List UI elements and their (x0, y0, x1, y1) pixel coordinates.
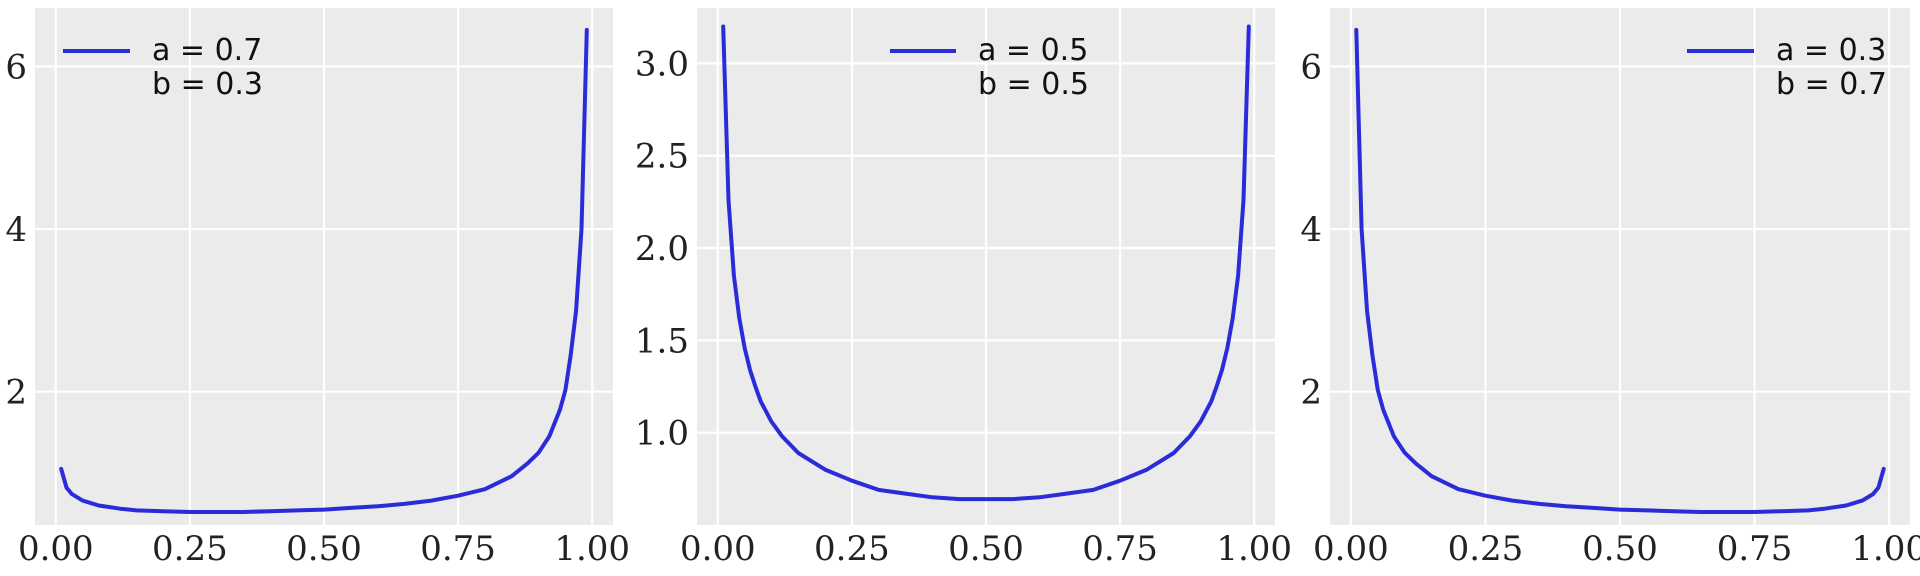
x-tick-label: 1.00 (554, 529, 630, 569)
x-tick-label: 0.25 (814, 529, 890, 569)
y-tick-label: 1.5 (635, 321, 689, 361)
x-tick-label: 0.75 (420, 529, 496, 569)
x-tick-label: 0.00 (680, 529, 756, 569)
legend-label: b = 0.5 (978, 67, 1089, 102)
series-line (59, 27, 589, 514)
y-tick-label: 2.0 (635, 229, 689, 269)
y-tick-label: 4 (5, 210, 27, 250)
y-tick-label: 1.0 (635, 414, 689, 454)
x-tick-label: 1.00 (1851, 529, 1920, 569)
x-tick-label: 0.50 (948, 529, 1024, 569)
y-tick-label: 2 (1300, 373, 1322, 413)
x-tick-label: 0.75 (1717, 529, 1793, 569)
y-tick-label: 4 (1300, 210, 1322, 250)
legend-label: a = 0.3 (1776, 33, 1886, 68)
legend-label: b = 0.3 (152, 67, 263, 102)
y-tick-label: 3.0 (635, 44, 689, 84)
y-tick-label: 6 (1300, 48, 1322, 88)
panel-3: 0.00 0.25 0.50 0.75 1.00 2 4 6 a = 0.3b = 0.7 (1300, 8, 1920, 569)
x-tick-label: 0.00 (1313, 529, 1389, 569)
series-line (721, 24, 1251, 502)
x-tick-label: 0.75 (1082, 529, 1158, 569)
x-tick-label: 0.50 (286, 529, 362, 569)
x-tick-label: 0.00 (18, 529, 94, 569)
series-line (1354, 27, 1886, 514)
x-tick-label: 0.25 (1448, 529, 1524, 569)
legend-label: a = 0.7 (152, 33, 262, 68)
y-tick-label: 6 (5, 48, 27, 88)
legend-label: b = 0.7 (1776, 67, 1887, 102)
x-tick-label: 1.00 (1216, 529, 1292, 569)
y-tick-label: 2.5 (635, 137, 689, 177)
panel-1: 0.00 0.25 0.50 0.75 1.00 2 4 6 a = 0.7b = 0.3 (5, 8, 630, 569)
x-tick-label: 0.50 (1582, 529, 1658, 569)
x-tick-label: 0.25 (152, 529, 228, 569)
legend-label: a = 0.5 (978, 33, 1088, 68)
y-tick-label: 2 (5, 373, 27, 413)
panel-2: 0.00 0.25 0.50 0.75 1.00 1.0 1.5 2.0 2.5 3.0 a = 0… (635, 8, 1292, 569)
